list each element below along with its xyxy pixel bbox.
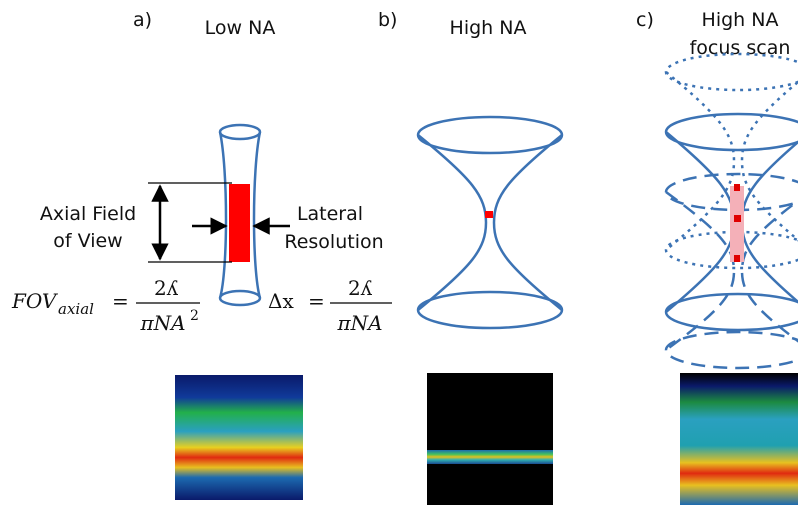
formula: πNA: [139, 311, 185, 335]
formula: Δx: [268, 289, 294, 313]
beam-outline: [418, 135, 562, 310]
beam-outline: [666, 332, 798, 368]
formula: 2: [190, 308, 199, 324]
panel-label: c): [636, 9, 654, 31]
panel-label: a): [133, 9, 152, 31]
oct-band: [427, 450, 553, 464]
focus-region: [229, 184, 250, 262]
focus-spot: [485, 211, 493, 218]
focus-spot: [734, 215, 741, 222]
focus-spot: [734, 184, 740, 191]
focus-scan-region: [730, 186, 744, 262]
beam-outline: [666, 114, 798, 150]
annotation: Axial Field: [40, 203, 136, 225]
annotation: Lateral: [297, 203, 363, 225]
beam-outline: [666, 294, 798, 330]
beam-outline: [418, 117, 562, 153]
beam-outline: [666, 54, 798, 90]
formula: 2ʎ: [348, 276, 373, 300]
formula: =: [308, 289, 325, 313]
figure: a) Low NA b) High NA c) High NA focus sc…: [0, 0, 798, 505]
beam-outline: [220, 291, 260, 305]
focus-spot: [734, 255, 740, 262]
formula: 2ʎ: [154, 276, 179, 300]
oct-image: [175, 375, 303, 500]
beam-outline: [220, 125, 260, 139]
formula: FOV: [11, 289, 59, 313]
formula: axial: [58, 300, 94, 318]
panel-title: High NA: [702, 9, 779, 31]
formula: πNA: [336, 311, 382, 335]
panel-title: High NA: [450, 17, 527, 39]
panel-label: b): [378, 9, 397, 31]
annotation: of View: [53, 230, 122, 252]
annotation: Resolution: [284, 231, 383, 253]
oct-image: [427, 373, 553, 505]
panel-title: focus scan: [690, 37, 791, 59]
beam-outline: [418, 292, 562, 328]
panel-title: Low NA: [205, 17, 276, 39]
oct-image: [680, 373, 798, 505]
formula: =: [112, 289, 129, 313]
